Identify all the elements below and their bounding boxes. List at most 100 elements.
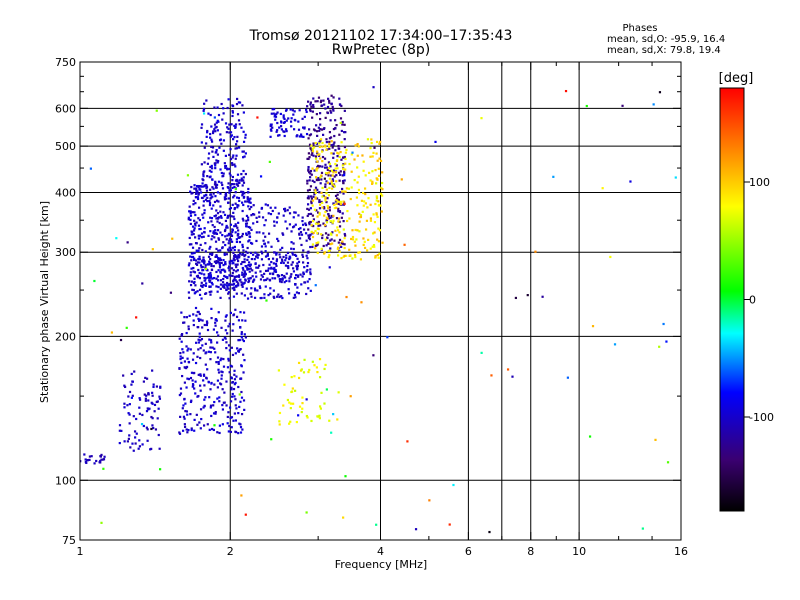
data-point: [341, 240, 344, 243]
data-point: [183, 381, 186, 384]
data-point: [330, 180, 333, 183]
y-tick-label: 750: [55, 56, 76, 69]
data-point: [134, 436, 137, 439]
data-point: [213, 276, 216, 280]
data-point: [341, 174, 344, 177]
data-point: [204, 396, 207, 399]
data-point: [259, 175, 263, 178]
data-point: [190, 243, 193, 246]
data-point: [150, 427, 153, 431]
data-point: [564, 89, 568, 93]
data-point: [360, 301, 363, 304]
data-point: [340, 104, 343, 108]
data-point: [270, 112, 273, 115]
data-point: [203, 195, 206, 198]
data-point: [229, 223, 233, 226]
data-point: [342, 167, 345, 170]
data-point: [238, 101, 242, 104]
data-point: [324, 183, 327, 186]
data-point: [322, 244, 325, 248]
data-point: [296, 257, 299, 260]
data-point: [327, 214, 331, 217]
data-point: [322, 252, 326, 255]
data-point: [337, 207, 340, 210]
data-point: [319, 182, 322, 185]
data-point: [232, 154, 235, 157]
data-point: [379, 192, 383, 196]
data-point: [211, 131, 215, 135]
data-point: [375, 177, 378, 180]
data-point: [198, 421, 201, 424]
data-point: [343, 246, 346, 250]
data-point: [215, 121, 218, 124]
data-point: [270, 260, 273, 264]
y-axis-label: Stationary phase Virtual Height [km]: [38, 201, 51, 403]
data-point: [341, 242, 344, 245]
data-point: [271, 257, 275, 260]
data-point: [232, 269, 235, 272]
data-point: [127, 412, 130, 415]
data-point: [243, 155, 246, 158]
data-point: [312, 231, 315, 235]
data-point: [379, 159, 383, 163]
data-point: [506, 368, 510, 371]
data-point: [236, 226, 239, 229]
data-point: [190, 428, 193, 432]
data-point: [228, 406, 232, 409]
data-point: [244, 200, 247, 203]
data-point: [126, 440, 130, 443]
data-point: [145, 394, 148, 397]
data-point: [307, 168, 310, 171]
data-point: [381, 188, 384, 191]
data-point: [131, 442, 134, 445]
data-point: [339, 173, 342, 176]
data-point: [274, 270, 278, 273]
data-point: [241, 271, 244, 274]
data-point: [321, 145, 324, 148]
data-point: [336, 247, 339, 250]
data-point: [223, 162, 226, 165]
data-point: [303, 127, 306, 130]
data-point: [280, 274, 284, 277]
data-point: [242, 282, 245, 285]
data-point: [326, 207, 330, 210]
data-point: [353, 253, 357, 256]
data-point: [188, 205, 191, 208]
data-point: [295, 135, 298, 138]
data-point: [185, 386, 188, 389]
data-point: [227, 292, 230, 295]
y-tick-label: 75: [62, 534, 76, 547]
data-point: [662, 322, 665, 326]
data-point: [209, 113, 212, 117]
data-point: [217, 237, 220, 240]
data-point: [334, 167, 337, 170]
data-points: [80, 86, 677, 534]
data-point: [374, 255, 377, 258]
data-point: [226, 216, 230, 219]
data-point: [232, 295, 236, 298]
data-point: [310, 419, 313, 423]
data-point: [243, 195, 246, 198]
data-point: [198, 335, 201, 338]
data-point: [239, 252, 242, 255]
data-point: [190, 252, 193, 255]
data-point: [309, 271, 312, 274]
data-point: [327, 171, 331, 174]
data-point: [232, 261, 235, 265]
data-point: [356, 181, 359, 184]
data-point: [228, 297, 231, 300]
data-point: [334, 126, 337, 130]
data-point: [240, 331, 243, 334]
data-point: [307, 195, 310, 198]
data-point: [288, 255, 291, 258]
data-point: [138, 406, 141, 409]
data-point: [242, 371, 245, 374]
data-point: [309, 195, 313, 198]
data-point: [339, 191, 342, 194]
data-point: [268, 263, 271, 266]
data-point: [312, 224, 315, 228]
data-point: [207, 255, 211, 258]
data-point: [354, 255, 357, 259]
data-point: [641, 527, 644, 530]
data-point: [244, 319, 247, 322]
